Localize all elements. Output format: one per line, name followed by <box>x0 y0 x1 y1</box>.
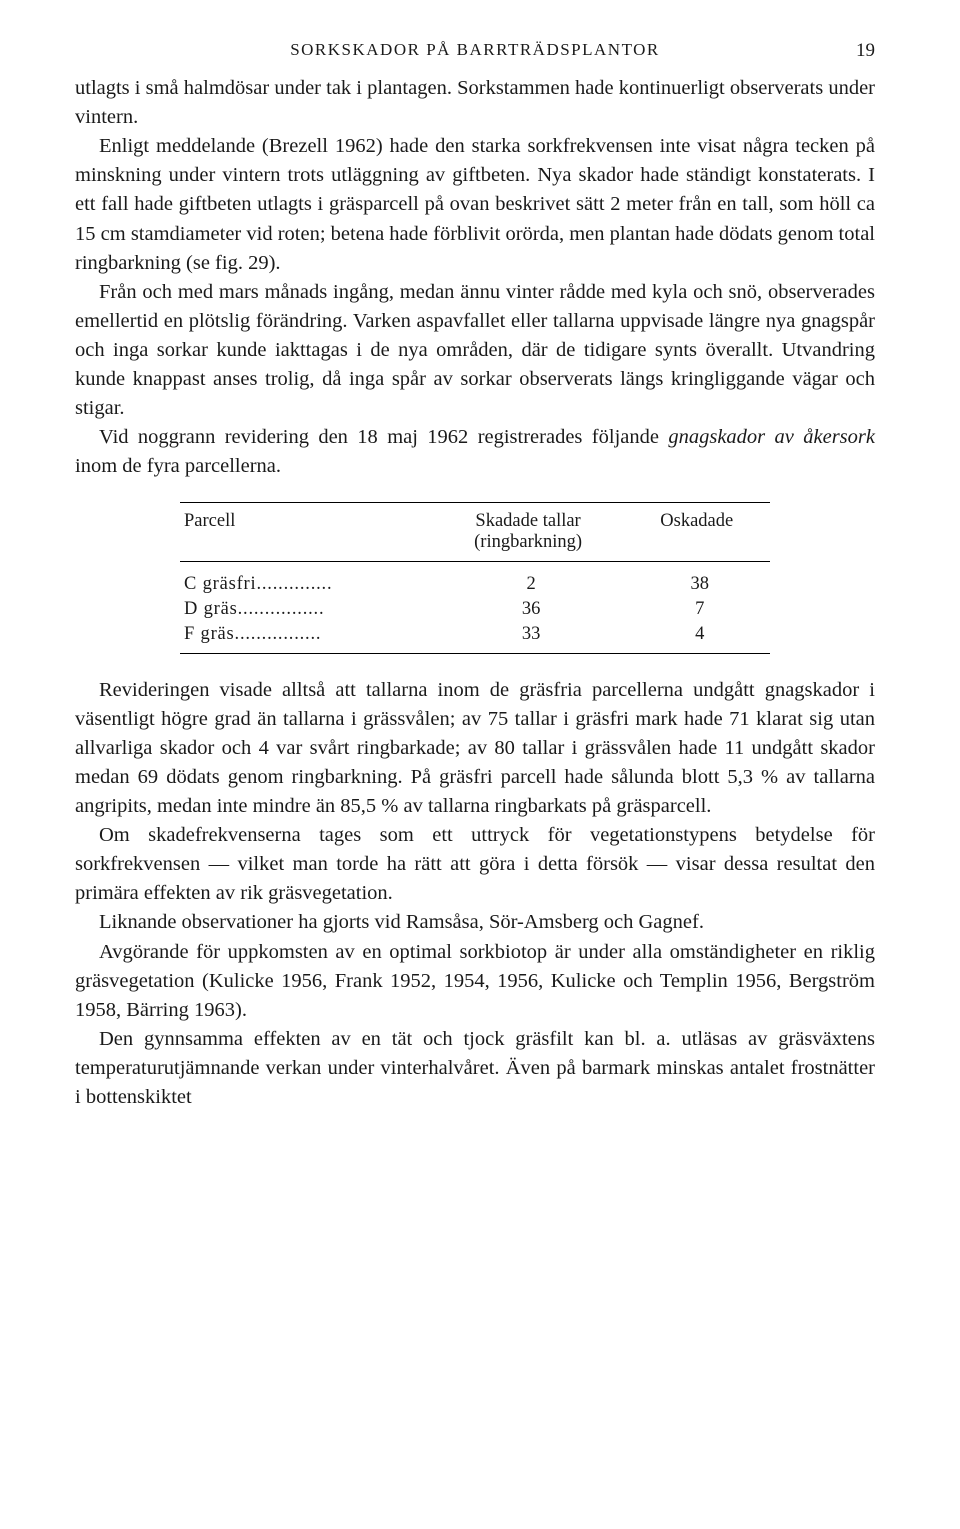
col-header-undamaged: Oskadade <box>630 502 770 561</box>
row-damaged: 33 <box>433 622 630 654</box>
paragraph-4-suffix: inom de fyra parcellerna. <box>75 455 281 477</box>
table-row: F gräs................ 33 4 <box>180 622 770 654</box>
page-header: SORKSKADOR PÅ BARRTRÄDSPLANTOR 19 <box>75 40 875 62</box>
running-title: SORKSKADOR PÅ BARRTRÄDSPLANTOR <box>105 40 845 62</box>
row-undamaged: 7 <box>630 597 770 622</box>
col-header-damaged-line1: Skadade tallar <box>475 511 580 531</box>
col-header-damaged-line2: (ringbarkning) <box>474 532 582 552</box>
paragraph-5: Revideringen visade alltså att tallarna … <box>75 676 875 822</box>
paragraph-7: Liknande observationer ha gjorts vid Ram… <box>75 908 875 937</box>
paragraph-4: Vid noggrann revidering den 18 maj 1962 … <box>75 423 875 481</box>
data-table: Parcell Skadade tallar (ringbarkning) Os… <box>180 502 770 654</box>
col-header-damaged: Skadade tallar (ringbarkning) <box>433 502 630 561</box>
paragraph-2: Enligt meddelande (Brezell 1962) hade de… <box>75 132 875 278</box>
paragraph-8: Avgörande för uppkomsten av en optimal s… <box>75 938 875 1025</box>
paragraph-4-prefix: Vid noggrann revidering den 18 maj 1962 … <box>99 426 668 448</box>
paragraph-3: Från och med mars månads ingång, medan ä… <box>75 278 875 424</box>
row-damaged: 36 <box>433 597 630 622</box>
paragraph-1: utlagts i små halmdösar under tak i plan… <box>75 74 875 132</box>
row-label: C gräsfri.............. <box>184 574 332 594</box>
row-label: D gräs................ <box>184 599 324 619</box>
paragraph-6: Om skadefrekvenserna tages som ett uttry… <box>75 821 875 908</box>
row-undamaged: 4 <box>630 622 770 654</box>
row-undamaged: 38 <box>630 561 770 597</box>
table-header-row: Parcell Skadade tallar (ringbarkning) Os… <box>180 502 770 561</box>
col-header-parcell: Parcell <box>180 502 433 561</box>
row-label: F gräs................ <box>184 624 321 644</box>
table-row: C gräsfri.............. 2 38 <box>180 561 770 597</box>
page-number: 19 <box>845 40 875 62</box>
table-row: D gräs................ 36 7 <box>180 597 770 622</box>
paragraph-9: Den gynnsamma effekten av en tät och tjo… <box>75 1025 875 1112</box>
paragraph-4-italic: gnagskador av åkersork <box>668 426 875 448</box>
data-table-wrap: Parcell Skadade tallar (ringbarkning) Os… <box>75 502 875 654</box>
row-damaged: 2 <box>433 561 630 597</box>
